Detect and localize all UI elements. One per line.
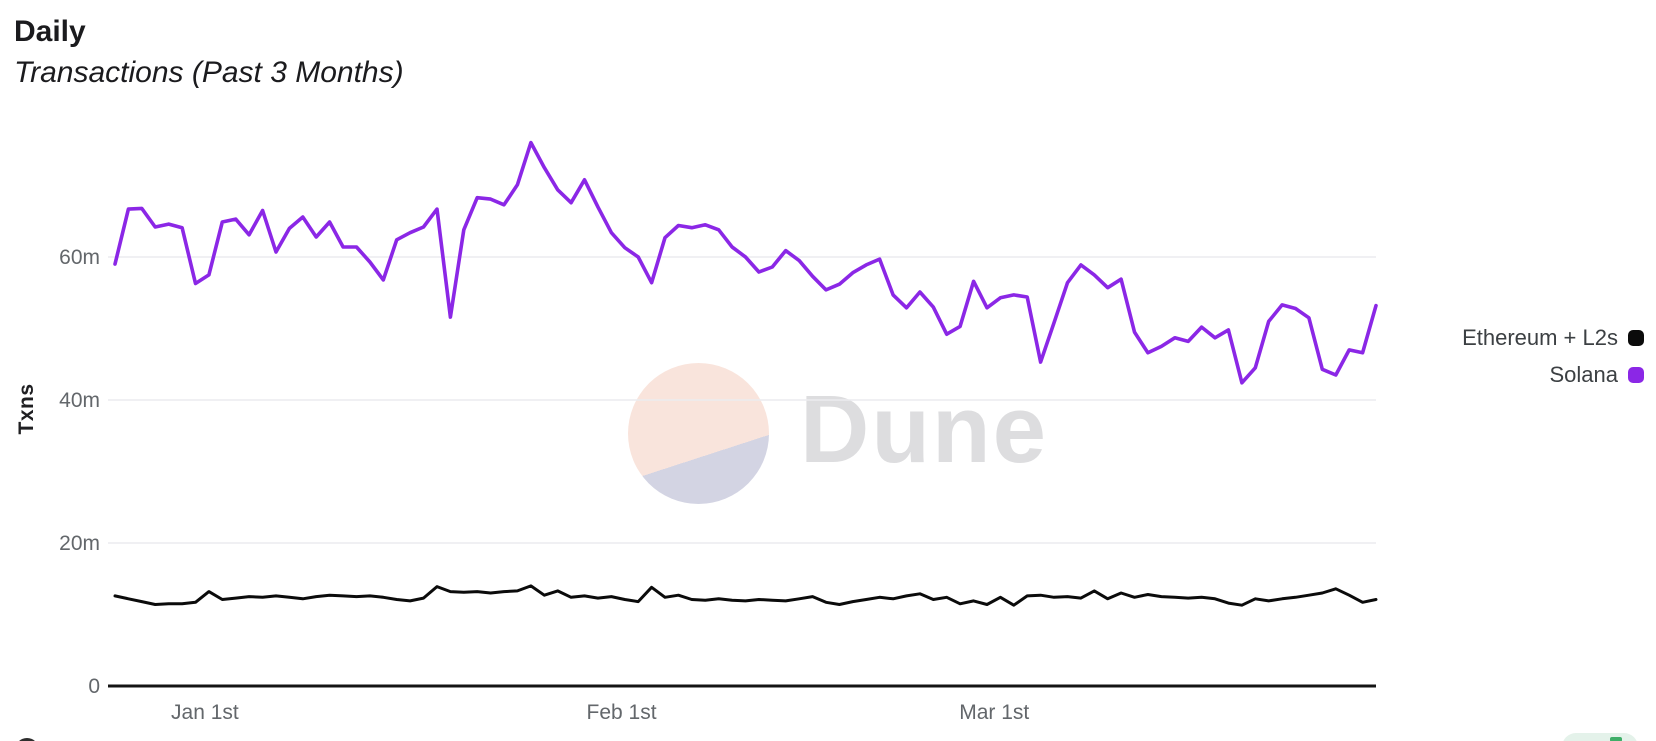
chart-header: Daily Transactions (Past 3 Months) [14, 14, 404, 92]
x-tick-label: Jan 1st [171, 701, 239, 724]
legend-label: Ethereum + L2s [1462, 324, 1618, 350]
corner-badge-button[interactable] [1562, 733, 1638, 741]
legend-item-solana[interactable]: Solana [1462, 356, 1644, 393]
y-tick-label: 0 [88, 675, 100, 698]
dune-watermark-text: Dune [800, 376, 1048, 483]
x-tick-label: Feb 1st [587, 701, 657, 724]
series-line-ethereum-l2s [113, 584, 1378, 607]
y-tick-label: 20m [59, 532, 100, 555]
legend-item-ethereum-l2s[interactable]: Ethereum + L2s [1462, 319, 1644, 356]
y-tick-label: 40m [59, 389, 100, 412]
chart-title: Daily [14, 15, 86, 48]
legend-swatch-icon [1628, 329, 1644, 346]
partial-logo-icon[interactable] [15, 738, 39, 741]
legend: Ethereum + L2s Solana [1462, 319, 1644, 393]
dune-logo-icon [628, 363, 769, 504]
legend-swatch-icon [1628, 366, 1644, 383]
chart-subtitle: Transactions (Past 3 Months) [14, 56, 404, 89]
sparkle-icon [1610, 737, 1622, 741]
y-tick-label: 60m [59, 246, 100, 269]
y-axis-label: Txns [15, 383, 38, 435]
series-line-solana [113, 140, 1378, 385]
legend-label: Solana [1549, 361, 1618, 387]
x-tick-label: Mar 1st [959, 701, 1029, 724]
